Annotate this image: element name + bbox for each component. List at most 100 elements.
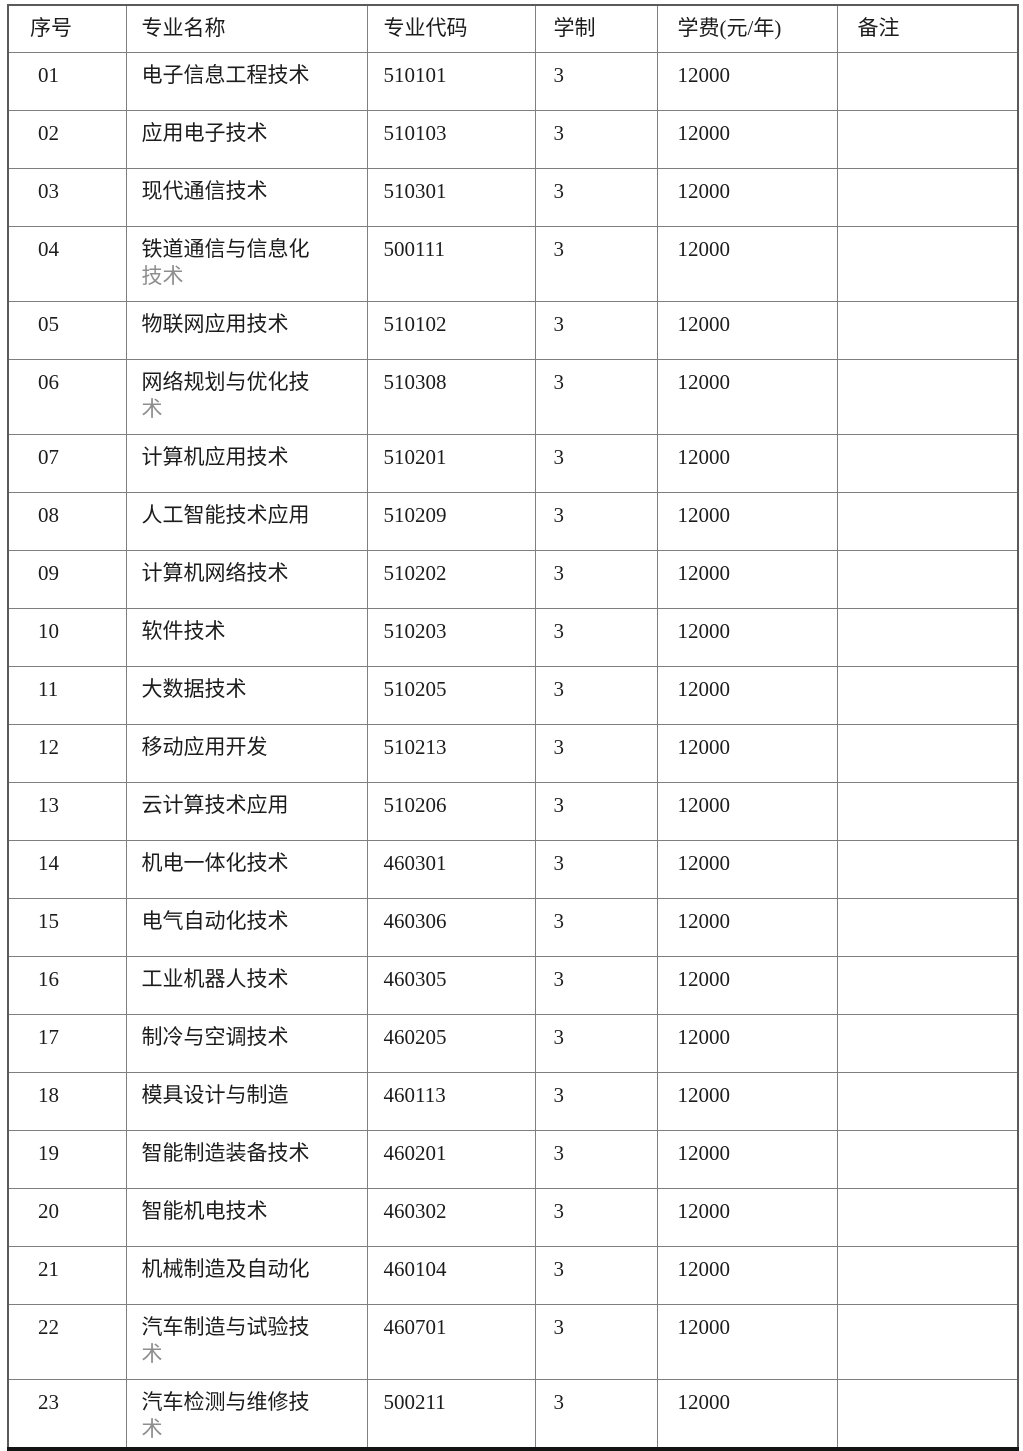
remark-cell [836,1187,1019,1247]
serial-cell: 04 [7,225,127,302]
tuition-cell: 12000 [656,839,838,899]
duration-cell: 3 [534,897,658,957]
remark-cell [836,955,1019,1015]
major-name-cell: 应用电子技术 [125,109,368,169]
table-header: 序号 专业名称 专业代码 学制 学费(元/年) 备注 [7,4,1019,53]
major-name-cell: 现代通信技术 [125,167,368,227]
tuition-cell: 12000 [656,665,838,725]
col-header-tuition: 学费(元/年) [656,4,838,53]
tuition-cell: 12000 [656,358,838,435]
serial-cell: 10 [7,607,127,667]
major-name-text: 机械制造及自动化 [141,1256,310,1281]
serial-cell: 13 [7,781,127,841]
major-code-cell: 460306 [366,897,536,957]
remark-cell [836,839,1019,899]
serial-cell: 15 [7,897,127,957]
major-name-text: 汽车制造与试验技 [141,1314,310,1339]
major-name-text: 移动应用开发 [141,734,268,759]
major-code-cell: 510205 [366,665,536,725]
remark-cell [836,897,1019,957]
tuition-cell: 12000 [656,300,838,360]
serial-cell: 16 [7,955,127,1015]
major-name-wrapped-text: 术 [141,396,163,421]
major-name-cell: 网络规划与优化技术 [125,358,368,435]
major-code-cell: 510103 [366,109,536,169]
major-code-cell: 460201 [366,1129,536,1189]
major-name-cell: 计算机网络技术 [125,549,368,609]
remark-cell [836,1071,1019,1131]
remark-cell [836,109,1019,169]
major-name-text: 软件技术 [141,618,226,643]
remark-cell [836,1013,1019,1073]
duration-cell: 3 [534,225,658,302]
major-name-text: 智能制造装备技术 [141,1140,310,1165]
major-name-cell: 汽车制造与试验技术 [125,1303,368,1380]
tuition-cell: 12000 [656,1071,838,1131]
remark-cell [836,433,1019,493]
table-row: 07 计算机应用技术 510201 3 12000 [7,433,1019,493]
major-name-text: 网络规划与优化技 [141,369,310,394]
tuition-cell: 12000 [656,781,838,841]
table-row: 22 汽车制造与试验技术 460701 3 12000 [7,1303,1019,1380]
table-row: 09 计算机网络技术 510202 3 12000 [7,549,1019,609]
duration-cell: 3 [534,1013,658,1073]
major-code-cell: 510301 [366,167,536,227]
major-code-cell: 510209 [366,491,536,551]
tuition-cell: 12000 [656,433,838,493]
table-row: 01 电子信息工程技术 510101 3 12000 [7,51,1019,111]
major-name-text: 电子信息工程技术 [141,62,310,87]
major-code-cell: 510213 [366,723,536,783]
serial-cell: 17 [7,1013,127,1073]
major-name-text: 现代通信技术 [141,178,268,203]
majors-tuition-table: 序号 专业名称 专业代码 学制 学费(元/年) 备注 01 电子信息工程技术 5… [7,4,1019,1451]
major-name-cell: 机械制造及自动化 [125,1245,368,1305]
tuition-cell: 12000 [656,51,838,111]
major-name-cell: 大数据技术 [125,665,368,725]
duration-cell: 3 [534,549,658,609]
tuition-cell: 12000 [656,897,838,957]
major-code-cell: 460305 [366,955,536,1015]
serial-cell: 07 [7,433,127,493]
table-row: 13 云计算技术应用 510206 3 12000 [7,781,1019,841]
tuition-cell: 12000 [656,109,838,169]
serial-cell: 22 [7,1303,127,1380]
major-name-wrapped-text: 技术 [141,263,184,288]
tuition-cell: 12000 [656,1378,838,1449]
serial-cell: 14 [7,839,127,899]
serial-cell: 02 [7,109,127,169]
major-code-cell: 510202 [366,549,536,609]
major-code-cell: 510308 [366,358,536,435]
remark-cell [836,1129,1019,1189]
major-name-text: 智能机电技术 [141,1198,268,1223]
major-name-text: 大数据技术 [141,676,247,701]
remark-cell [836,1303,1019,1380]
table-row: 17 制冷与空调技术 460205 3 12000 [7,1013,1019,1073]
col-header-serial: 序号 [7,4,127,53]
serial-cell: 18 [7,1071,127,1131]
major-name-cell: 机电一体化技术 [125,839,368,899]
major-name-wrapped-text: 术 [141,1416,163,1441]
major-name-cell: 人工智能技术应用 [125,491,368,551]
tuition-cell: 12000 [656,1129,838,1189]
major-name-cell: 工业机器人技术 [125,955,368,1015]
major-name-text: 机电一体化技术 [141,850,289,875]
duration-cell: 3 [534,1245,658,1305]
tuition-cell: 12000 [656,225,838,302]
table-row: 19 智能制造装备技术 460201 3 12000 [7,1129,1019,1189]
major-name-cell: 智能制造装备技术 [125,1129,368,1189]
major-code-cell: 460113 [366,1071,536,1131]
duration-cell: 3 [534,1187,658,1247]
remark-cell [836,781,1019,841]
major-code-cell: 510201 [366,433,536,493]
serial-cell: 20 [7,1187,127,1247]
serial-cell: 03 [7,167,127,227]
serial-cell: 11 [7,665,127,725]
serial-cell: 05 [7,300,127,360]
major-name-text: 应用电子技术 [141,120,268,145]
col-header-remark: 备注 [836,4,1019,53]
duration-cell: 3 [534,1129,658,1189]
major-name-text: 物联网应用技术 [141,311,289,336]
major-name-text: 工业机器人技术 [141,966,289,991]
remark-cell [836,607,1019,667]
table-row: 18 模具设计与制造 460113 3 12000 [7,1071,1019,1131]
